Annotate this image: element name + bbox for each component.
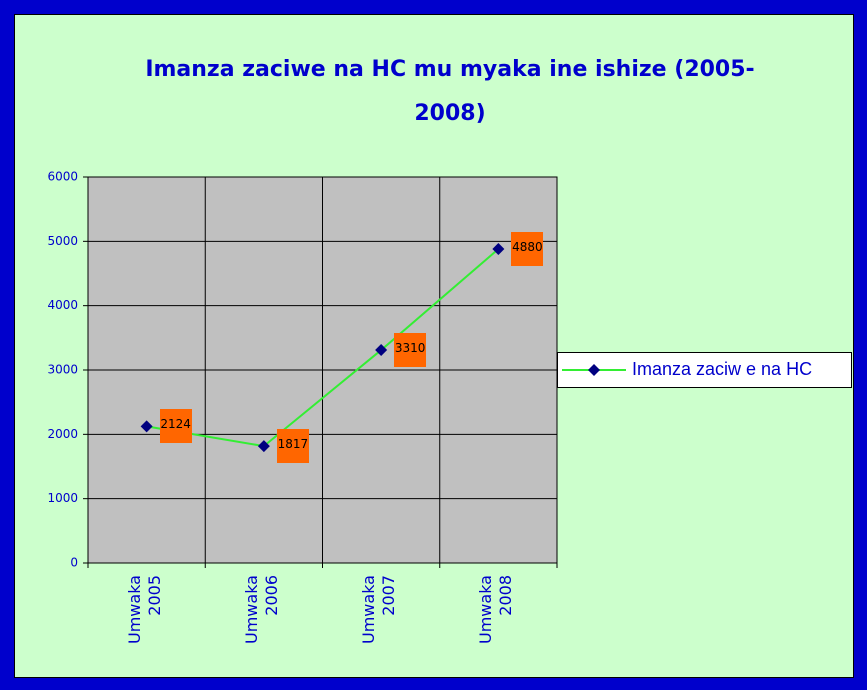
x-tick-label: Umwaka 2007 <box>359 575 399 644</box>
x-tick-label: Umwaka 2005 <box>124 575 164 644</box>
chart-title: Imanza zaciwe na HC mu myaka ine ishize … <box>145 57 755 126</box>
x-tick-label: Umwaka 2006 <box>241 575 281 644</box>
y-tick-label: 3000 <box>47 363 78 377</box>
data-label: 3310 <box>394 333 427 368</box>
x-tick-label: Umwaka 2008 <box>476 575 516 644</box>
y-tick-label: 4000 <box>47 298 78 312</box>
data-label: 1817 <box>276 429 309 464</box>
legend: Imanza zaciw e na HC <box>557 352 852 388</box>
marker <box>257 440 270 453</box>
marker <box>492 243 505 256</box>
y-tick-label: 5000 <box>47 234 78 248</box>
y-tick-label: 6000 <box>47 170 78 184</box>
legend-label: Imanza zaciw e na HC <box>632 359 813 379</box>
marker <box>375 344 388 357</box>
legend-swatch <box>562 364 626 376</box>
y-tick-label: 1000 <box>47 491 78 505</box>
series-line <box>146 248 500 448</box>
data-label: 4880 <box>511 232 544 267</box>
data-label: 2124 <box>159 409 192 444</box>
y-tick-label: 2000 <box>47 427 78 441</box>
y-tick-label: 0 <box>70 556 78 570</box>
legend-marker <box>588 364 600 376</box>
marker <box>140 420 153 433</box>
